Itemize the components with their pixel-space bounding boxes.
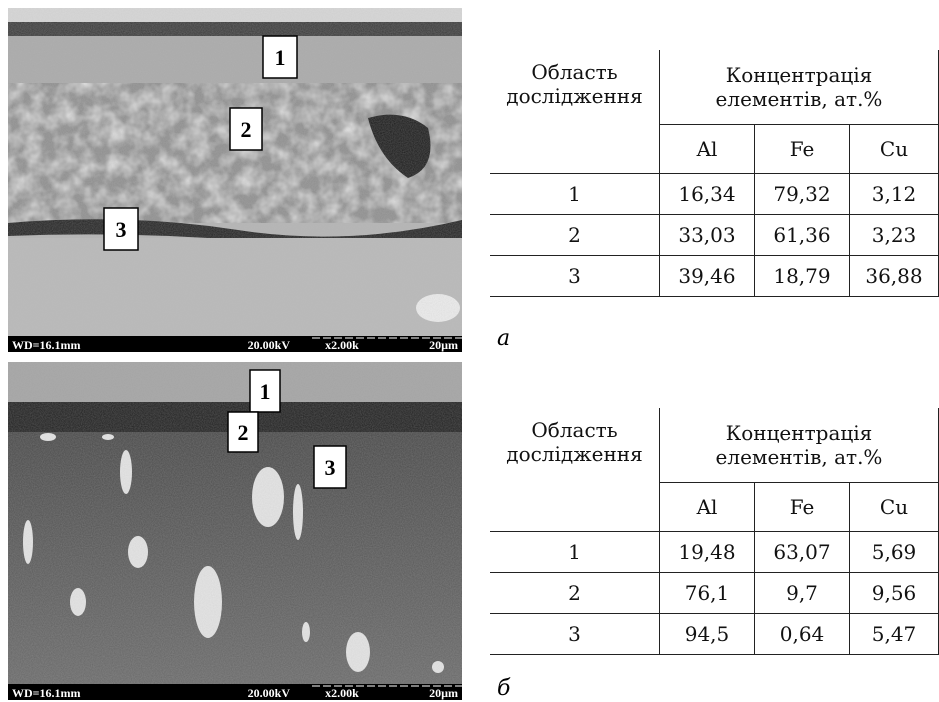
info-text: x2.00k xyxy=(325,686,359,700)
data-cell: 61,36 xyxy=(755,215,850,256)
data-cell: 0,64 xyxy=(755,614,850,655)
sem-image: 12 3 WD=16.1mm 20.00kV x2.00k 20µm xyxy=(8,362,462,700)
info-text: WD=16.1mm xyxy=(12,686,81,700)
page: 123WD=16.1mm20.00kVx2.00k20µm 123WD=16.1… xyxy=(0,0,939,702)
data-cell: 79,32 xyxy=(755,174,850,215)
data-cell: 18,79 xyxy=(755,256,850,297)
marker-label: 1 xyxy=(275,45,286,70)
data-cell: 3,23 xyxy=(850,215,939,256)
info-text: 20.00kV xyxy=(248,686,291,700)
data-cell: 9,56 xyxy=(850,573,939,614)
info-text: 20µm xyxy=(429,686,458,700)
sem-image: 1 2 3 WD=16.1mm 20.00kV x2.00k 20µm xyxy=(8,8,462,352)
data-cell: 39,46 xyxy=(660,256,755,297)
header-cell: Область дослідження xyxy=(490,408,660,532)
data-cell: 1 xyxy=(490,174,660,215)
data-cell: 1 xyxy=(490,532,660,573)
element-cell: Al xyxy=(660,125,755,174)
data-cell: 9,7 xyxy=(755,573,850,614)
marker-label: 3 xyxy=(325,455,336,480)
data-cell: 2 xyxy=(490,573,660,614)
header-cell: Концентрація елементів, ат.% xyxy=(660,50,939,125)
element-cell: Fe xyxy=(755,483,850,532)
panel-label: б xyxy=(497,676,510,701)
info-text: 20.00kV xyxy=(248,338,291,352)
data-cell: 16,34 xyxy=(660,174,755,215)
data-cell: 5,47 xyxy=(850,614,939,655)
data-cell: 76,1 xyxy=(660,573,755,614)
marker-label: 3 xyxy=(116,217,127,242)
data-cell: 3 xyxy=(490,614,660,655)
data-cell: 36,88 xyxy=(850,256,939,297)
marker-label: 2 xyxy=(241,117,252,142)
data-cell: 2 xyxy=(490,215,660,256)
element-cell: Cu xyxy=(850,483,939,532)
header-cell: Концентрація елементів, ат.% xyxy=(660,408,939,483)
marker-label: 1 xyxy=(260,379,271,404)
data-cell: 33,03 xyxy=(660,215,755,256)
element-cell: Al xyxy=(660,483,755,532)
data-cell: 5,69 xyxy=(850,532,939,573)
header-cell: Область дослідження xyxy=(490,50,660,174)
data-cell: 3,12 xyxy=(850,174,939,215)
element-cell: Fe xyxy=(755,125,850,174)
info-text: WD=16.1mm xyxy=(12,338,81,352)
data-cell: 94,5 xyxy=(660,614,755,655)
data-cell: 63,07 xyxy=(755,532,850,573)
info-text: 20µm xyxy=(429,338,458,352)
info-text: x2.00k xyxy=(325,338,359,352)
data-cell: 19,48 xyxy=(660,532,755,573)
data-cell: 3 xyxy=(490,256,660,297)
panel-label: а xyxy=(497,326,510,351)
element-cell: Cu xyxy=(850,125,939,174)
marker-label: 2 xyxy=(238,420,249,445)
